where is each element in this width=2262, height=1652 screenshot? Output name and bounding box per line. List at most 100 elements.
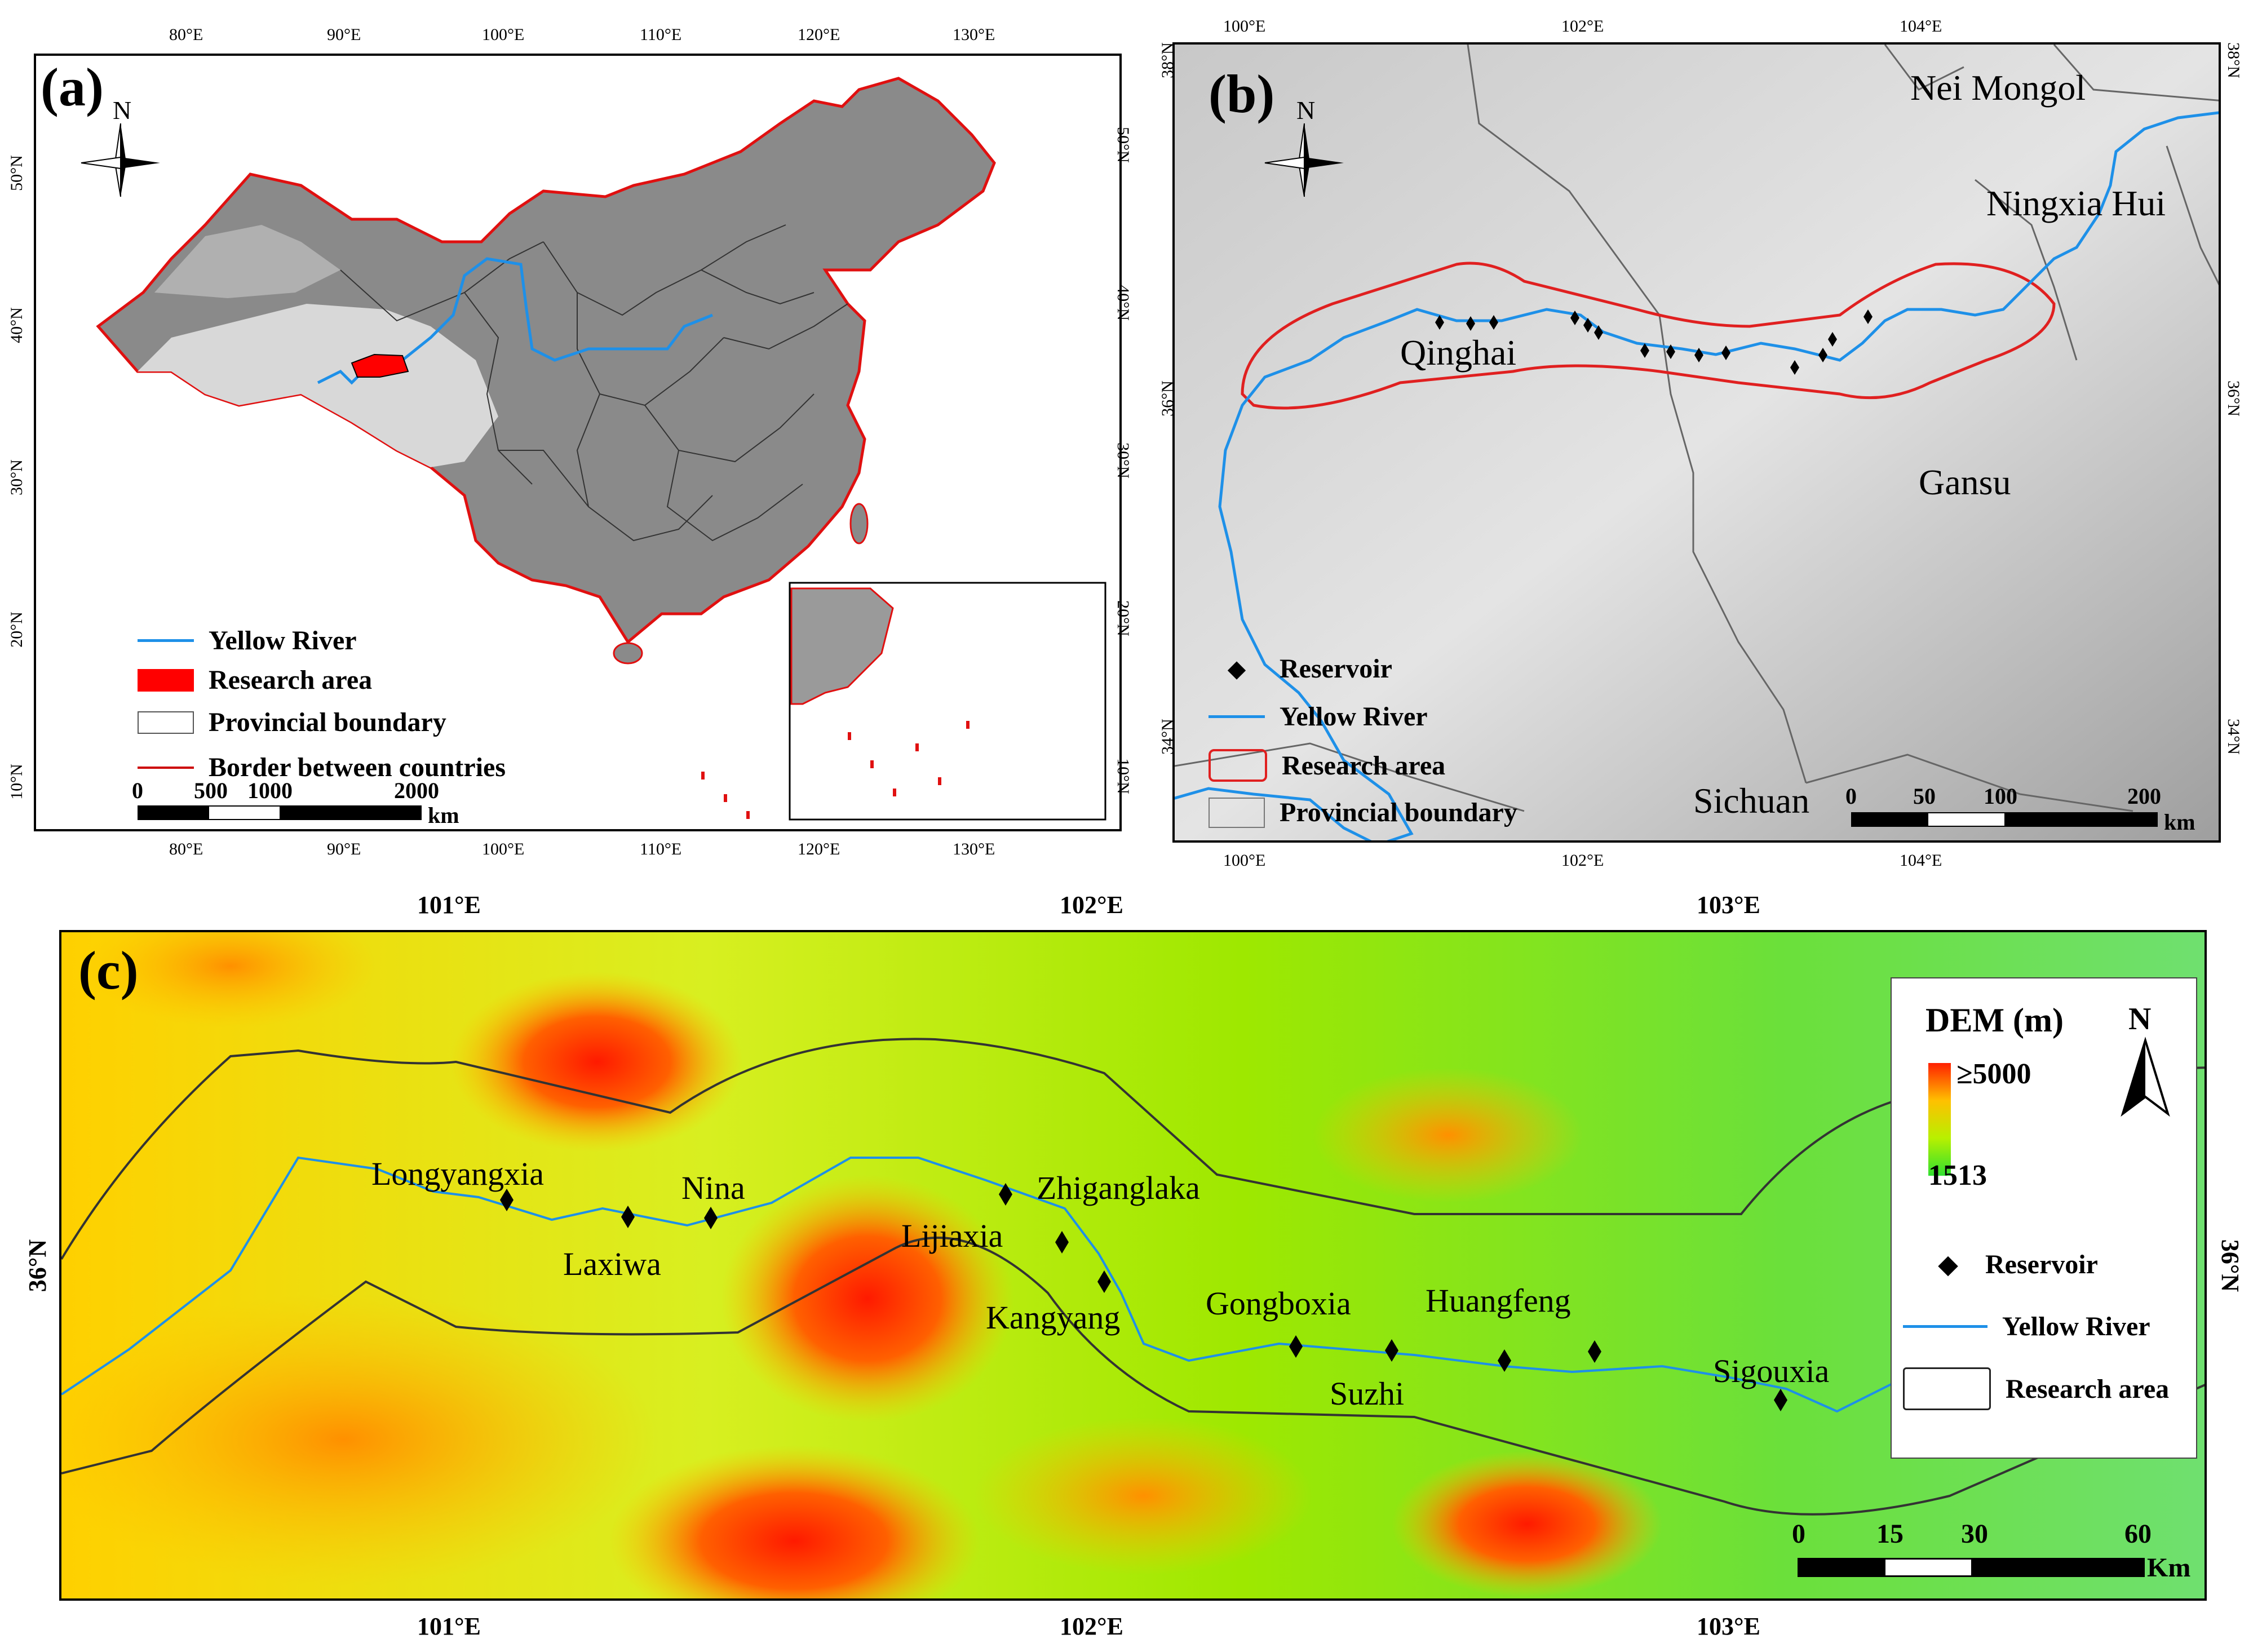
panel-a-legend-item: Yellow River: [138, 625, 357, 656]
dem-min-label: 1513: [1928, 1159, 1987, 1192]
tick-label: 34°N: [2224, 719, 2243, 755]
tick-label: 36°N: [2216, 1239, 2245, 1292]
region-label: Nei Mongol: [1910, 68, 2086, 108]
tick-label: 104°E: [1900, 17, 1942, 36]
xinjiang-basin: [154, 225, 340, 298]
compass-icon: [1264, 123, 1344, 197]
reservoir-label: Suzhi: [1330, 1375, 1405, 1412]
panel-b: (b) N Nei Mongol Ningxia Hui Qinghai Gan…: [1172, 42, 2221, 843]
china-landmass: [96, 77, 996, 644]
panel-c-legend-box: DEM (m) ≥5000 1513 N ◆ Reservoir Yellow …: [1891, 977, 2197, 1459]
panel-a-legend-item: Provincial boundary: [138, 707, 446, 738]
tick-label: 36°N: [24, 1239, 52, 1292]
tick-label: 10°N: [7, 764, 26, 800]
research-area-outline: [61, 1038, 2205, 1516]
tick-label: 30°N: [1113, 442, 1132, 479]
provincial-boundaries: [1175, 45, 2219, 812]
tick-label: 36°N: [2224, 380, 2243, 417]
panel-a-legend-item: Border between countries: [138, 752, 506, 783]
region-label: Gansu: [1919, 462, 2011, 502]
box-swatch-icon: [1903, 1367, 1991, 1410]
tick-label: 38°N: [1158, 42, 1177, 78]
panel-c-legend-item: Research area: [1903, 1367, 2169, 1410]
tick-label: 40°N: [1113, 285, 1132, 321]
tick-label: 20°N: [1113, 600, 1132, 636]
tick-label: 130°E: [953, 840, 995, 858]
panel-b-north-arrow: N: [1259, 96, 1349, 202]
panel-a-map: [96, 77, 1106, 821]
panel-c-dem-map: [61, 932, 2205, 1598]
tick-label: 103°E: [1697, 891, 1760, 919]
tick-label: 130°E: [953, 25, 995, 44]
panel-b-legend-item: Yellow River: [1209, 701, 1428, 732]
line-swatch-icon: [138, 766, 194, 769]
reservoir-label: Kangyang: [986, 1299, 1121, 1336]
box-swatch-icon: [1209, 749, 1267, 782]
tick-label: 90°E: [327, 25, 361, 44]
reservoir-markers: [1435, 309, 1873, 375]
tick-label: 110°E: [640, 25, 682, 44]
reservoir-label: Lijiaxia: [901, 1217, 1003, 1254]
tick-label: 102°E: [1060, 891, 1123, 919]
reservoir-label: Huangfeng: [1426, 1282, 1571, 1319]
dem-max-label: ≥5000: [1956, 1058, 2031, 1090]
panel-c-legend-item: ◆ Reservoir: [1925, 1249, 2098, 1280]
line-swatch-icon: [1903, 1325, 1987, 1328]
tick-label: 10°N: [1113, 758, 1132, 794]
tick-label: 30°N: [7, 459, 26, 495]
reservoir-label: Laxiwa: [563, 1246, 661, 1282]
yellow-river: [1175, 111, 2219, 840]
diamond-icon: ◆: [1228, 656, 1246, 681]
tick-label: 103°E: [1697, 1613, 1760, 1640]
region-label: Qinghai: [1400, 333, 1517, 373]
reservoir-label: Zhiganglaka: [1037, 1170, 1200, 1206]
panel-b-label: (b): [1209, 64, 1275, 124]
tick-label: 102°E: [1060, 1613, 1123, 1640]
tick-label: 50°N: [7, 155, 26, 191]
reservoir-label: Sigouxia: [1713, 1353, 1830, 1389]
tick-label: 20°N: [7, 612, 26, 648]
panel-a-scale-bar: 0 500 1000 2000 km: [132, 778, 459, 828]
tick-label: 102°E: [1561, 17, 1604, 36]
tick-label: 100°E: [1223, 17, 1266, 36]
provincial-boundaries: [340, 224, 848, 542]
box-swatch-icon: [1209, 797, 1265, 828]
fill-swatch-icon: [138, 668, 194, 692]
taiwan: [849, 503, 869, 544]
region-label: Ningxia Hui: [1986, 183, 2166, 223]
tick-label: 80°E: [169, 25, 203, 44]
north-label: N: [2128, 1002, 2152, 1037]
tick-label: 40°N: [7, 307, 26, 343]
line-swatch-icon: [138, 639, 194, 642]
panel-b-legend-item: ◆ Reservoir: [1209, 653, 1392, 684]
region-label: Sichuan: [1693, 781, 1810, 821]
north-label: N: [113, 96, 132, 125]
panel-c-scale-bar: 0 15 30 60 Km: [1792, 1519, 2191, 1583]
panel-a: (a) N Yellow River Research area Provinc…: [34, 54, 1122, 831]
panel-b-scale-bar: 0 50 100 200 km: [1845, 783, 2195, 835]
hainan: [613, 642, 643, 665]
research-area-outline: [1241, 262, 2056, 410]
tick-label: 110°E: [640, 840, 682, 858]
tick-label: 34°N: [1158, 719, 1177, 755]
tick-label: 104°E: [1900, 851, 1942, 870]
reservoir-label: Nina: [681, 1170, 745, 1206]
tibet-plateau: [138, 304, 498, 467]
tick-label: 101°E: [417, 1613, 481, 1640]
research-area-patch: [351, 353, 409, 378]
tick-label: 90°E: [327, 840, 361, 858]
panel-b-legend-item: Research area: [1209, 749, 1445, 782]
panel-c-label: (c): [78, 940, 139, 1000]
panel-a-label: (a): [41, 57, 104, 117]
north-label: N: [1296, 96, 1316, 125]
tick-label: 50°N: [1113, 127, 1132, 163]
tick-label: 101°E: [417, 891, 481, 919]
reservoir-label: Longyangxia: [371, 1155, 545, 1192]
dem-title: DEM (m): [1925, 1002, 2064, 1039]
panel-a-north-arrow: N: [76, 96, 166, 202]
panel-b-legend-item: Provincial boundary: [1209, 797, 1517, 828]
tick-label: 80°E: [169, 840, 203, 858]
panel-a-legend-item: Research area: [138, 665, 372, 696]
tick-label: 120°E: [798, 25, 840, 44]
compass-icon: [81, 123, 160, 197]
